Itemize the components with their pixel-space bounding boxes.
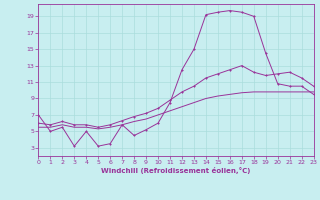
X-axis label: Windchill (Refroidissement éolien,°C): Windchill (Refroidissement éolien,°C)	[101, 167, 251, 174]
